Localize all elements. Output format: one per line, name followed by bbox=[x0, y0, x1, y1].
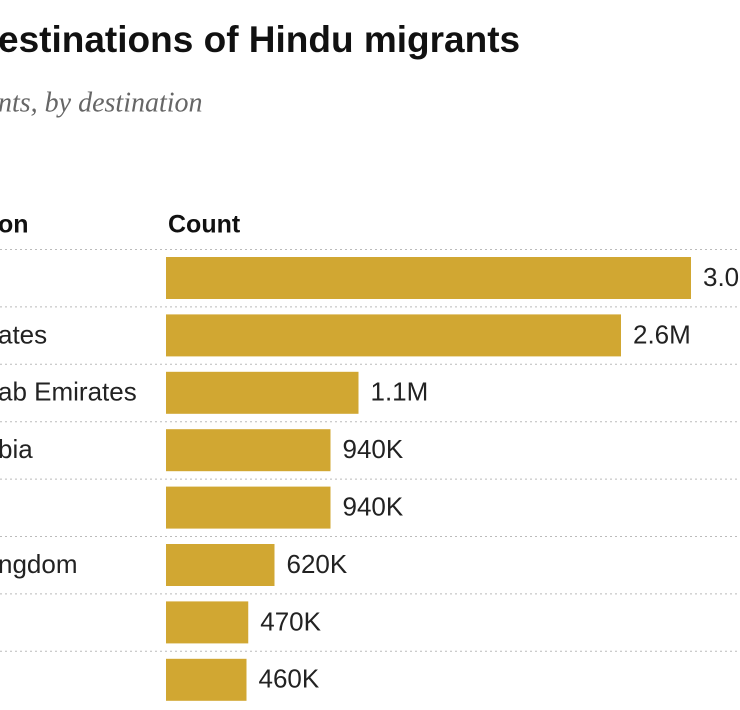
chart-subtitle: nts, by destination bbox=[0, 87, 203, 118]
bar bbox=[166, 658, 247, 701]
bar bbox=[166, 314, 621, 357]
value-label: 460K bbox=[259, 664, 320, 694]
category-header: on bbox=[0, 211, 29, 239]
value-label: 470K bbox=[260, 606, 321, 636]
value-label: 1.1M bbox=[371, 377, 429, 407]
bar bbox=[166, 371, 359, 414]
bar bbox=[166, 601, 249, 644]
value-label: 3.0 bbox=[703, 262, 739, 292]
value-label: 2.6M bbox=[633, 319, 691, 349]
category-label: bia bbox=[0, 434, 33, 464]
category-label: ngdom bbox=[0, 549, 78, 579]
value-label: 940K bbox=[343, 434, 404, 464]
bar bbox=[166, 429, 331, 472]
bar bbox=[166, 486, 331, 529]
chart-title: estinations of Hindu migrants bbox=[0, 19, 520, 60]
value-label: 940K bbox=[343, 491, 404, 521]
value-label: 620K bbox=[287, 549, 348, 579]
category-label: ates bbox=[0, 319, 47, 349]
category-label: ab Emirates bbox=[0, 377, 137, 407]
bar bbox=[166, 257, 691, 299]
value-header: Count bbox=[168, 211, 241, 239]
bar bbox=[166, 544, 275, 586]
